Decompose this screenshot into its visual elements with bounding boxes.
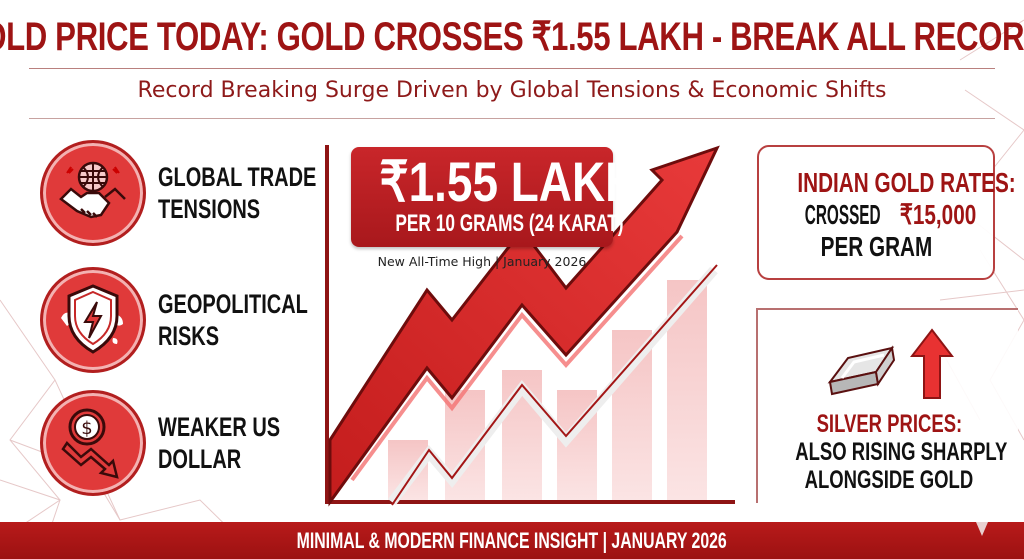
silver-prices-card: SILVER PRICES: ALSO RISING SHARPLY ALONG… [756,308,1018,503]
footer-notch [976,522,988,536]
rates-value-line: CROSSED ₹15,000 [804,199,977,230]
page-subtitle: Record Breaking Surge Driven by Global T… [137,78,887,103]
price-caption: New All-Time High | January 2026 [377,254,587,269]
driver-label: GEOPOLITICAL RISKS [158,289,308,351]
globe-handshake-icon [40,140,146,246]
price-highlight-box: ₹1.55 LAKH PER 10 GRAMS (24 KARAT) [351,147,639,247]
driver-global-trade: GLOBAL TRADE TENSIONS [40,138,320,248]
shield-lightning-icon [40,267,146,373]
driver-geopolitical: GEOPOLITICAL RISKS [40,265,320,375]
rates-unit: PER GRAM [820,231,932,262]
rates-heading: INDIAN GOLD RATES: [797,167,1016,198]
subtitle-divider [29,118,995,119]
indian-gold-rates-card: INDIAN GOLD RATES: CROSSED ₹15,000 PER G… [757,145,1016,280]
dollar-down-arrow-icon: $ [40,390,146,496]
y-axis [325,145,329,503]
silver-bar-icon [827,345,896,396]
svg-text:$: $ [81,418,92,439]
up-arrow-icon [910,328,954,399]
rising-price-chart [325,145,735,507]
price-unit: PER 10 GRAMS (24 KARAT) [395,210,624,237]
driver-label: GLOBAL TRADE TENSIONS [158,162,317,224]
page-title: GOLD PRICE TODAY: GOLD CROSSES ₹1.55 LAK… [0,15,1024,59]
x-axis [325,500,735,504]
silver-text: SILVER PRICES: ALSO RISING SHARPLY ALONG… [795,410,1008,494]
driver-weaker-dollar: $ WEAKER US DOLLAR [40,388,320,498]
driver-label: WEAKER US DOLLAR [158,412,281,474]
title-divider [29,68,995,69]
price-value: ₹1.55 LAKH [379,150,639,213]
footer-banner: MINIMAL & MODERN FINANCE INSIGHT | JANUA… [0,522,1024,559]
